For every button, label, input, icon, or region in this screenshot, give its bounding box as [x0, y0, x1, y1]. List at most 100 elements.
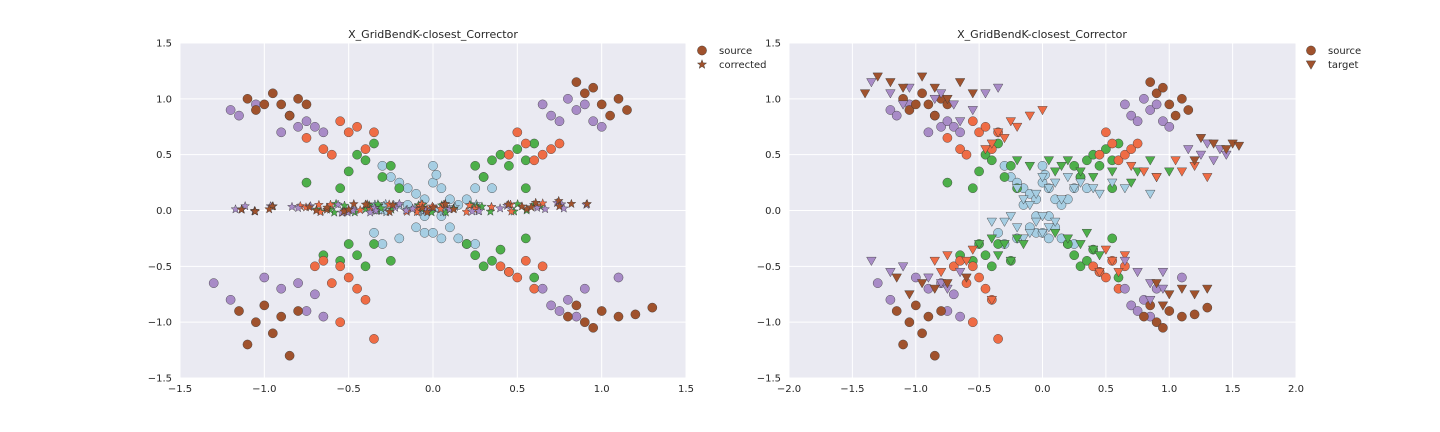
- source-point: [1082, 255, 1092, 266]
- target-point: [992, 251, 1004, 261]
- x-tick-label: 1.0: [1161, 384, 1177, 395]
- corrected-point: [517, 201, 527, 211]
- source-point: [487, 255, 497, 266]
- x-tick-label: −2.0: [777, 384, 801, 395]
- source-point: [580, 99, 590, 110]
- x-tick-label: −1.0: [252, 384, 276, 395]
- source-point: [923, 311, 934, 322]
- corrected-point: [370, 205, 381, 215]
- source-point: [352, 283, 362, 294]
- target-point: [866, 256, 877, 266]
- source-point: [1151, 88, 1162, 99]
- source-point: [478, 261, 489, 272]
- x-tick-label: 0.5: [509, 384, 525, 395]
- source-point: [1126, 300, 1136, 311]
- source-point: [360, 155, 371, 166]
- source-point: [917, 328, 927, 339]
- target-point: [1005, 256, 1016, 266]
- target-point: [1107, 167, 1118, 177]
- legend-marker-target: [1305, 60, 1317, 70]
- source-point: [394, 233, 405, 244]
- source-point: [911, 99, 921, 110]
- source-point: [596, 122, 607, 132]
- corrected-point: [230, 204, 241, 214]
- source-point: [267, 88, 278, 99]
- source-point: [521, 233, 531, 244]
- source-point: [495, 244, 506, 255]
- target-point: [1145, 156, 1156, 166]
- source-point: [208, 278, 219, 288]
- source-point: [1101, 144, 1111, 154]
- corrected-point: [526, 202, 537, 212]
- target-point: [935, 268, 947, 278]
- legend-label-target: target: [1328, 60, 1358, 71]
- source-point: [335, 261, 346, 272]
- source-point: [622, 105, 632, 115]
- source-point: [369, 127, 379, 138]
- source-point: [276, 99, 287, 110]
- target-point: [1176, 167, 1188, 177]
- source-point: [377, 172, 388, 182]
- source-point: [930, 350, 940, 361]
- source-point: [923, 127, 934, 138]
- source-point: [234, 306, 244, 316]
- source-point: [1164, 306, 1175, 316]
- source-point: [911, 300, 921, 311]
- target-point: [866, 78, 877, 88]
- source-point: [563, 311, 573, 322]
- source-point: [580, 88, 590, 99]
- source-point: [521, 155, 531, 166]
- source-point: [242, 339, 253, 350]
- source-point: [1189, 309, 1200, 320]
- x-tick-label: −0.5: [337, 384, 361, 395]
- source-point: [955, 144, 965, 154]
- corrected-point: [348, 198, 359, 209]
- target-point: [1189, 290, 1200, 300]
- source-point: [529, 272, 540, 283]
- source-point: [293, 306, 303, 316]
- source-point: [301, 116, 312, 126]
- source-point: [352, 149, 362, 160]
- target-point: [1075, 178, 1086, 188]
- target-point: [1024, 111, 1035, 121]
- x-tick-label: 0.0: [1035, 384, 1051, 395]
- target-point: [961, 256, 972, 266]
- target-point: [1069, 184, 1080, 194]
- source-point: [588, 116, 599, 126]
- target-point: [1157, 284, 1169, 294]
- source-point: [580, 317, 590, 328]
- target-point: [872, 72, 883, 82]
- x-tick-label: 0.5: [1098, 384, 1114, 395]
- source-point: [284, 110, 295, 121]
- target-point: [954, 78, 966, 88]
- source-point: [1069, 250, 1079, 260]
- target-point: [1024, 229, 1035, 239]
- source-point: [537, 99, 548, 110]
- source-point: [1164, 122, 1175, 132]
- source-point: [411, 222, 421, 233]
- source-point: [949, 122, 959, 132]
- source-point: [999, 172, 1010, 182]
- target-point: [916, 279, 928, 289]
- y-tick-label: 1.0: [765, 94, 781, 105]
- source-point: [495, 149, 506, 160]
- source-point: [504, 160, 514, 171]
- left-scatter-plot: X_GridBendK-closest_Corrector −1.5 −1.0 −0…: [148, 28, 694, 395]
- source-point: [431, 169, 442, 180]
- source-point: [613, 272, 624, 283]
- target-point: [1062, 173, 1073, 183]
- target-point: [859, 89, 871, 99]
- source-point: [419, 227, 430, 238]
- corrected-point: [476, 201, 487, 211]
- target-point: [992, 128, 1004, 138]
- source-point: [546, 144, 556, 154]
- target-point: [1081, 229, 1093, 239]
- target-point: [942, 251, 953, 261]
- source-point: [293, 278, 303, 288]
- target-point: [1088, 184, 1099, 194]
- source-point: [369, 334, 379, 344]
- source-point: [613, 94, 624, 104]
- source-point: [284, 350, 295, 361]
- source-point: [1202, 302, 1213, 313]
